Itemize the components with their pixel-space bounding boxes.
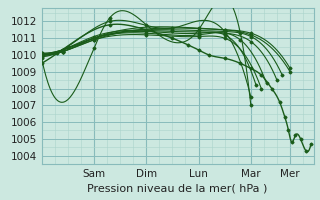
X-axis label: Pression niveau de la mer( hPa ): Pression niveau de la mer( hPa ) — [87, 183, 268, 193]
